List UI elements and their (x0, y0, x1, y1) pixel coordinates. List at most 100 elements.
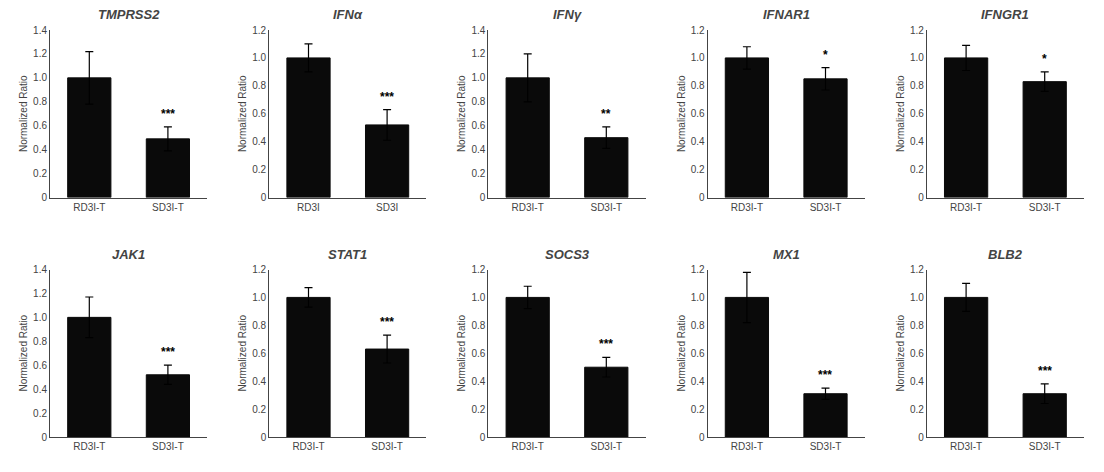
svg-text:1.2: 1.2 (910, 264, 924, 275)
svg-text:0.6: 0.6 (910, 108, 924, 119)
svg-text:IFNγ: IFNγ (553, 7, 582, 22)
svg-text:SD3I-T: SD3I-T (810, 441, 842, 452)
svg-text:*: * (823, 48, 828, 62)
svg-text:1.2: 1.2 (252, 25, 266, 36)
svg-text:TMPRSS2: TMPRSS2 (98, 7, 160, 22)
svg-text:Normalized Ratio: Normalized Ratio (676, 75, 687, 152)
svg-text:0.8: 0.8 (252, 320, 266, 331)
svg-text:1.0: 1.0 (252, 292, 266, 303)
svg-text:SD3I-T: SD3I-T (152, 441, 184, 452)
svg-text:IFNα: IFNα (333, 7, 363, 22)
svg-text:Normalized Ratio: Normalized Ratio (237, 314, 248, 391)
svg-text:0.2: 0.2 (471, 168, 485, 179)
svg-text:0.6: 0.6 (691, 348, 705, 359)
svg-text:0.4: 0.4 (910, 136, 924, 147)
svg-text:1.4: 1.4 (33, 264, 47, 275)
svg-text:Normalized Ratio: Normalized Ratio (895, 75, 906, 152)
svg-text:Normalized Ratio: Normalized Ratio (18, 314, 29, 391)
svg-text:0: 0 (261, 432, 267, 443)
svg-text:0.2: 0.2 (471, 404, 485, 415)
svg-text:0.6: 0.6 (910, 348, 924, 359)
svg-text:0: 0 (480, 432, 486, 443)
svg-text:1.0: 1.0 (910, 292, 924, 303)
svg-text:0.4: 0.4 (252, 136, 266, 147)
svg-text:0.6: 0.6 (33, 360, 47, 371)
svg-text:Normalized Ratio: Normalized Ratio (456, 314, 467, 391)
svg-text:0.2: 0.2 (691, 404, 705, 415)
svg-text:0.8: 0.8 (33, 336, 47, 347)
svg-text:1.2: 1.2 (33, 48, 47, 59)
svg-text:1.2: 1.2 (910, 25, 924, 36)
svg-text:0.4: 0.4 (691, 376, 705, 387)
svg-text:RD3I-T: RD3I-T (950, 441, 982, 452)
svg-text:0.4: 0.4 (691, 136, 705, 147)
svg-text:0.8: 0.8 (691, 320, 705, 331)
svg-text:1.2: 1.2 (252, 264, 266, 275)
svg-text:1.0: 1.0 (33, 312, 47, 323)
svg-text:***: *** (380, 315, 394, 329)
svg-text:0.8: 0.8 (910, 320, 924, 331)
svg-text:IFNAR1: IFNAR1 (763, 7, 810, 22)
svg-text:0.8: 0.8 (910, 80, 924, 91)
svg-text:0: 0 (699, 432, 705, 443)
svg-text:SD3I-T: SD3I-T (810, 202, 842, 213)
svg-text:SOCS3: SOCS3 (545, 247, 590, 262)
svg-text:0.4: 0.4 (33, 384, 47, 395)
svg-text:0.6: 0.6 (471, 120, 485, 131)
svg-text:BLB2: BLB2 (988, 247, 1023, 262)
svg-text:***: *** (380, 90, 394, 104)
svg-text:***: *** (1038, 364, 1052, 378)
svg-text:***: *** (161, 107, 175, 121)
svg-text:0: 0 (918, 432, 924, 443)
svg-text:0.6: 0.6 (252, 108, 266, 119)
svg-text:RD3I-T: RD3I-T (731, 441, 763, 452)
svg-text:0.4: 0.4 (33, 144, 47, 155)
svg-text:0: 0 (41, 192, 47, 203)
svg-text:1.0: 1.0 (910, 52, 924, 63)
svg-text:RD3I-T: RD3I-T (512, 202, 544, 213)
svg-text:Normalized Ratio: Normalized Ratio (676, 314, 687, 391)
svg-text:1.0: 1.0 (252, 52, 266, 63)
svg-text:0.6: 0.6 (471, 348, 485, 359)
svg-text:RD3I-T: RD3I-T (73, 202, 105, 213)
svg-text:IFNGR1: IFNGR1 (981, 7, 1029, 22)
svg-text:1.2: 1.2 (471, 264, 485, 275)
svg-text:1.0: 1.0 (691, 292, 705, 303)
svg-text:1.0: 1.0 (471, 292, 485, 303)
svg-text:RD3I-T: RD3I-T (950, 202, 982, 213)
svg-text:RD3I-T: RD3I-T (731, 202, 763, 213)
svg-text:0.4: 0.4 (252, 376, 266, 387)
svg-text:0: 0 (41, 432, 47, 443)
svg-text:***: *** (818, 368, 832, 382)
svg-text:SD3I-T: SD3I-T (590, 441, 622, 452)
svg-text:0.8: 0.8 (33, 96, 47, 107)
svg-text:RD3I-T: RD3I-T (73, 441, 105, 452)
svg-text:0.2: 0.2 (910, 404, 924, 415)
svg-text:Normalized Ratio: Normalized Ratio (18, 75, 29, 152)
svg-text:Normalized Ratio: Normalized Ratio (895, 314, 906, 391)
svg-text:1.2: 1.2 (691, 264, 705, 275)
svg-text:0.6: 0.6 (33, 120, 47, 131)
svg-text:1.4: 1.4 (33, 25, 47, 36)
svg-text:0.2: 0.2 (910, 164, 924, 175)
svg-text:0.2: 0.2 (252, 164, 266, 175)
svg-text:0.4: 0.4 (910, 376, 924, 387)
svg-text:1.2: 1.2 (691, 25, 705, 36)
svg-text:***: *** (161, 345, 175, 359)
svg-text:*: * (1042, 52, 1047, 66)
svg-text:**: ** (601, 107, 611, 121)
svg-text:0: 0 (261, 192, 267, 203)
svg-text:0.8: 0.8 (252, 80, 266, 91)
svg-text:1.4: 1.4 (471, 25, 485, 36)
svg-text:SD3I: SD3I (376, 202, 398, 213)
svg-text:JAK1: JAK1 (112, 247, 145, 262)
svg-text:SD3I-T: SD3I-T (1029, 441, 1061, 452)
svg-text:1.0: 1.0 (471, 72, 485, 83)
svg-text:1.0: 1.0 (33, 72, 47, 83)
svg-text:RD3I-T: RD3I-T (512, 441, 544, 452)
svg-text:MX1: MX1 (773, 247, 800, 262)
svg-text:RD3I-T: RD3I-T (292, 441, 324, 452)
svg-text:RD3I: RD3I (297, 202, 320, 213)
svg-text:1.2: 1.2 (471, 48, 485, 59)
svg-text:0.2: 0.2 (33, 408, 47, 419)
